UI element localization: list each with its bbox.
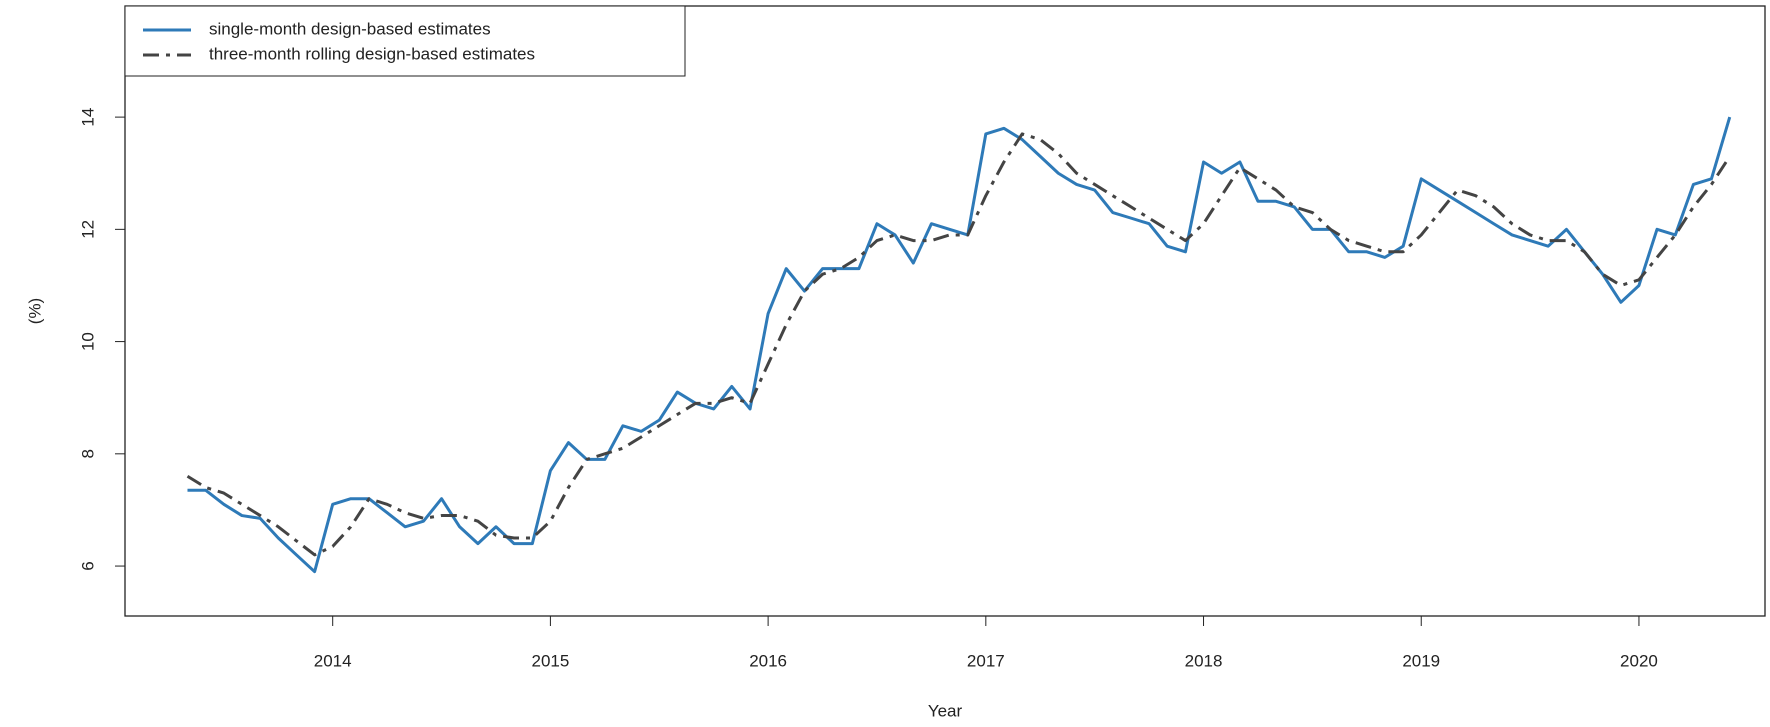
legend-box	[124, 5, 686, 77]
x-tick-label: 2019	[1402, 651, 1440, 670]
series-line	[186, 132, 1731, 557]
x-tick-label: 2016	[749, 651, 787, 670]
x-tick-label: 2017	[967, 651, 1005, 670]
plot-frame	[124, 5, 1766, 617]
y-tick-label: 10	[78, 332, 97, 351]
y-axis-label: (%)	[25, 298, 44, 324]
legend-label: three-month rolling design-based estimat…	[209, 44, 535, 63]
x-tick-label: 2015	[531, 651, 569, 670]
series-line	[187, 116, 1732, 574]
x-tick-label: 2018	[1185, 651, 1223, 670]
legend-label: single-month design-based estimates	[209, 19, 491, 38]
y-tick-label: 6	[78, 561, 97, 570]
x-axis-label: Year	[928, 701, 963, 720]
y-tick-label: 8	[78, 449, 97, 458]
x-tick-label: 2020	[1620, 651, 1658, 670]
y-tick-label: 14	[78, 108, 97, 127]
y-tick-label: 12	[78, 220, 97, 239]
x-tick-label: 2014	[314, 651, 352, 670]
